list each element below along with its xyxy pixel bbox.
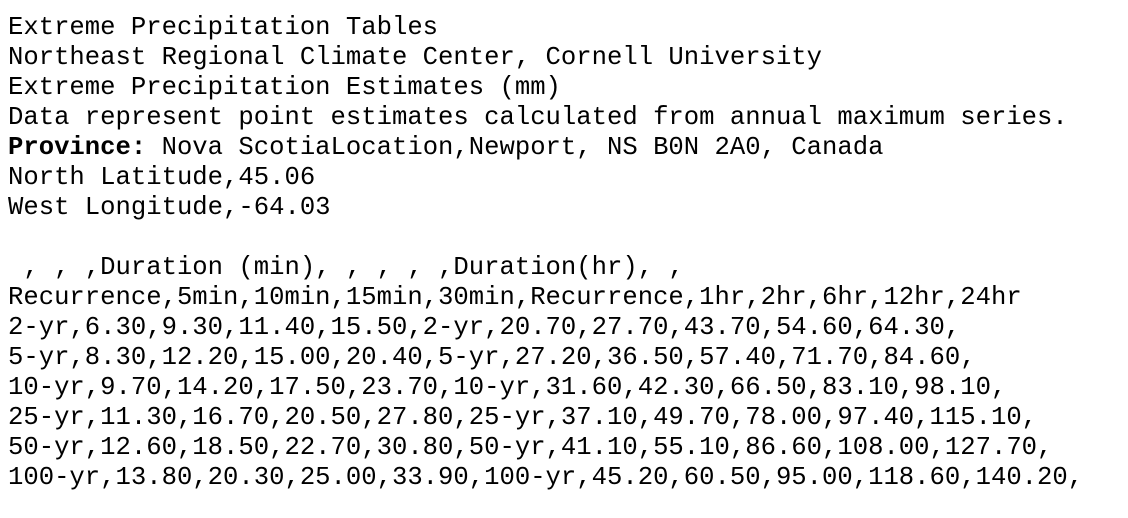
- table-row: Recurrence,5min,10min,15min,30min,Recurr…: [8, 283, 1022, 312]
- subtitle: Extreme Precipitation Estimates (mm): [8, 73, 561, 102]
- table-row: 10-yr,9.70,14.20,17.50,23.70,10-yr,31.60…: [8, 373, 1007, 402]
- table-row: 2-yr,6.30,9.30,11.40,15.50,2-yr,20.70,27…: [8, 313, 961, 342]
- longitude: West Longitude,-64.03: [8, 193, 331, 222]
- table: , , ,Duration (min), , , , ,Duration(hr)…: [8, 253, 1083, 493]
- title: Extreme Precipitation Tables: [8, 13, 439, 42]
- table-row: 100-yr,13.80,20.30,25.00,33.90,100-yr,45…: [8, 463, 1084, 492]
- table-row: 50-yr,12.60,18.50,22.70,30.80,50-yr,41.1…: [8, 433, 1053, 462]
- spacer: [8, 223, 1083, 253]
- table-row: , , ,Duration (min), , , , ,Duration(hr)…: [8, 253, 684, 282]
- source: Northeast Regional Climate Center, Corne…: [8, 43, 823, 72]
- table-row: 25-yr,11.30,16.70,20.50,27.80,25-yr,37.1…: [8, 403, 1038, 432]
- province-label: Province:: [8, 133, 147, 162]
- province-value: Nova ScotiaLocation,Newport, NS B0N 2A0,…: [146, 133, 884, 162]
- note: Data represent point estimates calculate…: [8, 103, 1068, 132]
- document: Extreme Precipitation Tables Northeast R…: [8, 13, 1083, 493]
- latitude: North Latitude,45.06: [8, 163, 316, 192]
- table-row: 5-yr,8.30,12.20,15.00,20.40,5-yr,27.20,3…: [8, 343, 976, 372]
- province-line: Province: Nova ScotiaLocation,Newport, N…: [8, 133, 1083, 163]
